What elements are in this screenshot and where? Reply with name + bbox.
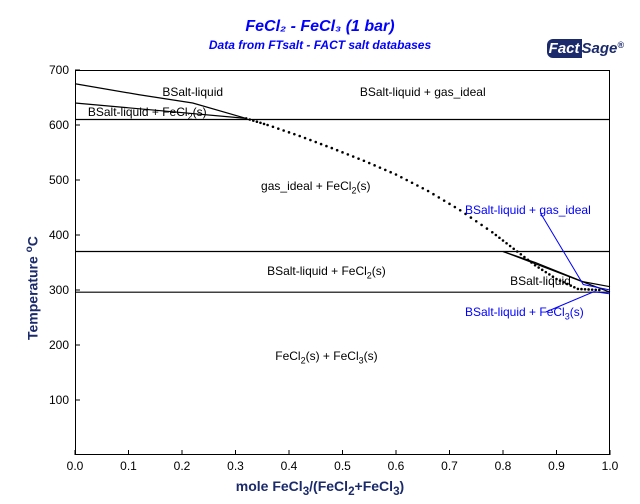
x-axis-label: mole FeCl3/(FeCl2+FeCl3) [0,478,640,498]
region-label: BSalt-liquid + gas_ideal [465,203,591,217]
region-label: BSalt-liquid + FeCl2(s) [88,105,207,121]
x-tick-label: 0.4 [281,459,298,473]
y-tick-label: 100 [41,393,69,407]
x-tick-label: 1.0 [602,459,619,473]
region-label: BSalt-liquid [510,274,571,288]
x-tick-label: 0.3 [227,459,244,473]
y-tick-label: 400 [41,228,69,242]
y-tick-label: 500 [41,173,69,187]
x-tick-label: 0.5 [334,459,351,473]
plot-svg [0,0,640,504]
region-label: BSalt-liquid + FeCl3(s) [465,305,584,321]
y-tick-label: 600 [41,118,69,132]
region-label: FeCl2(s) + FeCl3(s) [275,349,377,365]
x-tick-label: 0.0 [67,459,84,473]
region-label: BSalt-liquid [162,85,223,99]
y-tick-label: 200 [41,338,69,352]
y-tick-label: 700 [41,63,69,77]
x-tick-label: 0.2 [174,459,191,473]
phase-diagram-canvas: FeCl₂ - FeCl₃ (1 bar) Data from FTsalt -… [0,0,640,504]
y-tick-label: 300 [41,283,69,297]
x-tick-label: 0.9 [548,459,565,473]
x-tick-label: 0.8 [495,459,512,473]
x-tick-label: 0.7 [441,459,458,473]
y-axis-label: Temperature oC [24,236,41,340]
x-tick-label: 0.1 [120,459,137,473]
x-tick-label: 0.6 [388,459,405,473]
region-label: BSalt-liquid + gas_ideal [360,85,486,99]
region-label: gas_ideal + FeCl2(s) [261,179,370,195]
region-label: BSalt-liquid + FeCl2(s) [267,264,386,280]
